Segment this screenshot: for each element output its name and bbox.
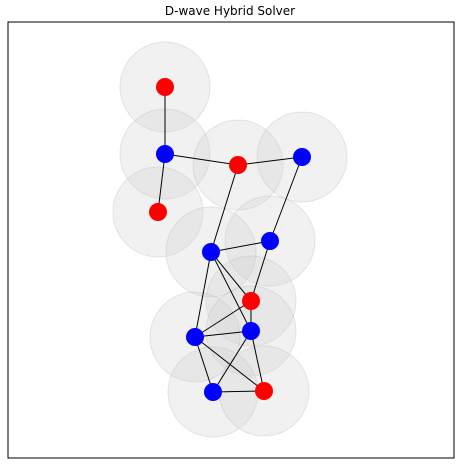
graph-edge — [194, 251, 212, 338]
node-layer — [149, 78, 311, 401]
graph-edge — [210, 251, 252, 332]
graph-edge — [194, 336, 265, 392]
graph-node — [293, 148, 311, 166]
graph-node — [156, 78, 174, 96]
graph-node — [242, 292, 260, 310]
graph-node — [229, 156, 247, 174]
plot-frame — [7, 21, 455, 459]
graph-node — [149, 203, 167, 221]
graph-edge — [194, 336, 214, 393]
graph-node — [202, 243, 220, 261]
graph-edge — [250, 240, 271, 302]
graph-edge — [210, 240, 271, 253]
graph-edge — [269, 156, 303, 242]
graph-node — [255, 382, 273, 400]
graph-edge — [250, 330, 265, 392]
graph-node — [186, 328, 204, 346]
graph-edge — [212, 330, 252, 393]
graph-edge — [210, 251, 252, 302]
graph-node — [156, 145, 174, 163]
graph-node — [261, 232, 279, 250]
graph-edge — [210, 164, 239, 253]
chart-title: D-wave Hybrid Solver — [164, 4, 296, 18]
graph-node — [242, 322, 260, 340]
graph-node — [204, 383, 222, 401]
graph-edge — [237, 156, 303, 166]
graph-edge — [194, 300, 252, 338]
graph-edge — [194, 330, 252, 338]
graph-edge — [164, 153, 239, 166]
graph-edge — [157, 153, 166, 213]
